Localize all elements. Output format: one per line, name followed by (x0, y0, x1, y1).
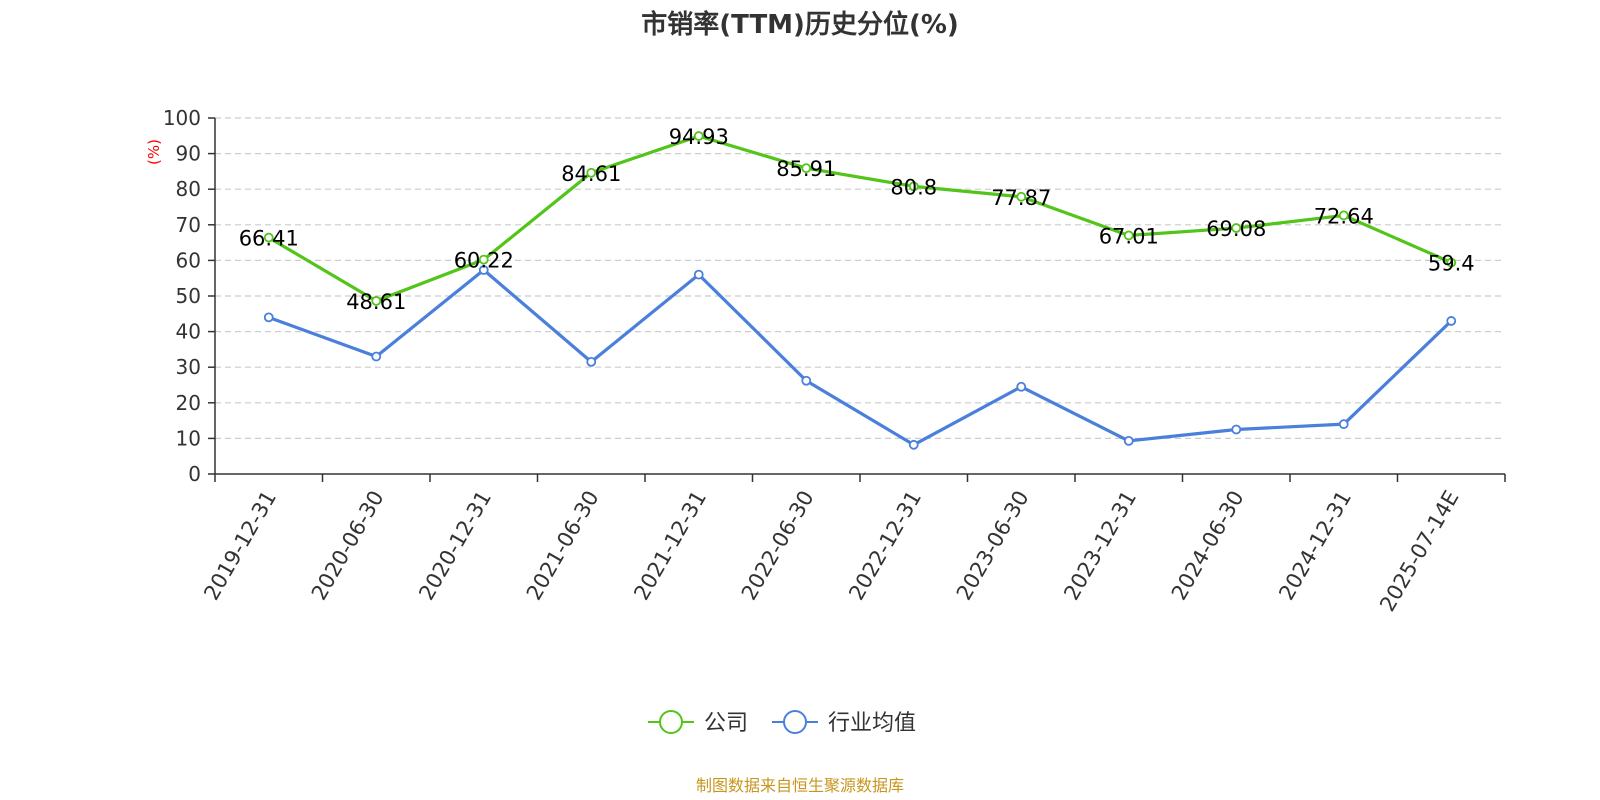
data-label: 77.87 (991, 186, 1051, 210)
legend[interactable]: 公司 行业均值 (648, 710, 916, 736)
grid (215, 117, 1505, 439)
data-point (1123, 435, 1134, 446)
data-point (693, 131, 704, 141)
data-point (693, 269, 704, 280)
y-tick-label: 100 (163, 106, 201, 130)
y-tick-label: 80 (176, 177, 201, 201)
axes: 0 10 20 30 40 50 60 70 80 90 100 2019-12-31 2020-06-… (163, 106, 1506, 616)
data-point (1338, 210, 1349, 221)
data-point (908, 181, 919, 192)
data-label: 72.64 (1314, 204, 1374, 228)
y-tick-label: 50 (176, 284, 201, 308)
x-tick-label: 2025-07-14E (1375, 487, 1463, 616)
data-point (478, 265, 489, 275)
data-point (1123, 230, 1134, 241)
legend-item[interactable]: 行业均值 (772, 710, 916, 736)
x-tick-label: 2024-12-31 (1274, 487, 1356, 605)
x-tick-label: 2022-06-30 (737, 487, 819, 605)
data-label: 85.91 (776, 157, 836, 181)
chart-title: 市销率(TTM)历史分位(%) (641, 9, 959, 40)
legend-item[interactable]: 公司 (648, 710, 748, 736)
data-point (478, 254, 489, 265)
data-label: 94.93 (669, 125, 729, 149)
data-point (371, 351, 382, 362)
y-tick-label: 70 (176, 213, 201, 237)
x-tick-label: 2019-12-31 (199, 487, 281, 605)
data-label: 66.41 (239, 227, 299, 251)
data-point (586, 167, 597, 178)
data-label: 60.22 (454, 249, 514, 273)
y-tick-label: 0 (188, 462, 201, 486)
series-line (267, 134, 1452, 303)
data-point (801, 163, 812, 174)
x-tick-label: 2020-06-30 (307, 487, 389, 605)
y-tick-label: 20 (176, 391, 201, 415)
data-point (801, 375, 812, 386)
y-tick-label: 60 (176, 248, 201, 272)
data-label: 48.61 (346, 290, 406, 314)
legend-label: 行业均值 (828, 711, 916, 736)
data-label: 84.61 (561, 162, 621, 186)
data-label: 69.08 (1206, 217, 1266, 241)
y-tick-label: 10 (176, 426, 201, 450)
data-point (1446, 257, 1457, 268)
series-line (268, 268, 1453, 447)
x-tick-label: 2023-12-31 (1059, 487, 1141, 605)
legend-marker (783, 710, 807, 734)
data-point (1231, 223, 1242, 233)
legend-label: 公司 (704, 711, 748, 736)
x-tick-label: 2022-12-31 (844, 487, 926, 605)
data-labels: 66.41 48.61 60.22 84.61 94.93 85.91 80.8 77.87 6… (239, 125, 1475, 314)
source-note: 制图数据来自恒生聚源数据库 (696, 776, 904, 795)
data-point (1016, 191, 1027, 202)
data-point (1231, 424, 1242, 435)
y-tick-label: 40 (176, 320, 201, 344)
data-label: 67.01 (1099, 224, 1159, 248)
data-point (1016, 381, 1027, 392)
data-point (263, 312, 274, 323)
x-tick-label: 2020-12-31 (414, 487, 496, 605)
data-point (1338, 419, 1349, 430)
y-tick-label: 30 (176, 355, 201, 379)
data-point (371, 296, 382, 306)
x-tick-label: 2021-06-30 (522, 487, 604, 605)
y-tick-label: 90 (176, 142, 201, 166)
series (263, 131, 1457, 450)
data-point (263, 232, 274, 243)
x-tick-label: 2023-06-30 (952, 487, 1034, 605)
data-point (586, 356, 597, 367)
data-label: 80.8 (890, 175, 937, 199)
y-axis-label: (%) (145, 139, 163, 165)
legend-marker (659, 710, 683, 734)
data-point (1446, 316, 1457, 326)
data-label: 59.4 (1428, 252, 1475, 276)
x-tick-label: 2024-06-30 (1167, 487, 1249, 605)
data-point (908, 439, 919, 450)
x-tick-label: 2021-12-31 (629, 487, 711, 605)
